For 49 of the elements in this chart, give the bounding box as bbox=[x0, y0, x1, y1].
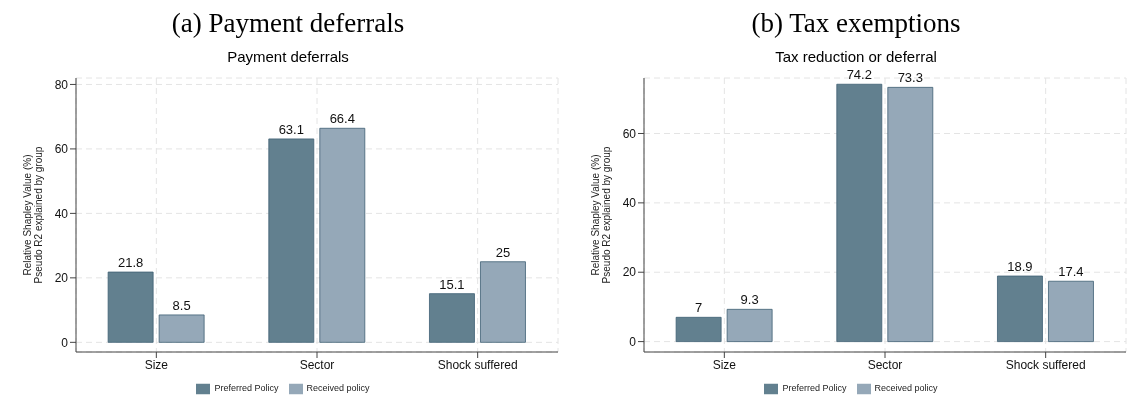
bar bbox=[836, 83, 883, 342]
bar bbox=[429, 293, 475, 343]
data-label: 21.8 bbox=[117, 255, 144, 271]
y-tick-label: 0 bbox=[61, 335, 69, 350]
y-tick-label: 60 bbox=[622, 126, 637, 141]
bar bbox=[887, 86, 934, 342]
bar bbox=[675, 316, 722, 342]
y-tick-label: 20 bbox=[54, 271, 69, 286]
y-tick-label: 40 bbox=[54, 206, 69, 221]
data-label: 25 bbox=[495, 244, 511, 260]
legend-label: Received policy bbox=[306, 383, 370, 394]
bar bbox=[158, 314, 205, 343]
data-label: 73.3 bbox=[897, 70, 923, 86]
y-axis-title: Relative Shapley Value (%) Pseudo R2 explained by group bbox=[589, 146, 612, 284]
y-tick-label: 0 bbox=[629, 334, 637, 349]
x-tick-label: Size bbox=[712, 357, 737, 372]
data-label: 66.4 bbox=[329, 111, 355, 127]
x-tick-label: Shock suffered bbox=[437, 357, 518, 372]
chart-title: (a) Payment deferrals bbox=[170, 8, 406, 40]
bar bbox=[268, 138, 315, 343]
y-tick-label: 40 bbox=[622, 196, 637, 211]
data-label: 63.1 bbox=[278, 121, 304, 137]
x-tick-label: Shock suffered bbox=[1005, 357, 1086, 372]
x-tick-label: Sector bbox=[299, 357, 335, 372]
bar bbox=[107, 271, 154, 343]
y-tick-label: 60 bbox=[54, 142, 69, 157]
y-tick-label: 80 bbox=[54, 77, 69, 92]
chart-title: (b) Tax exemptions bbox=[750, 8, 962, 40]
bar bbox=[726, 308, 773, 342]
data-label: 8.5 bbox=[172, 297, 191, 313]
data-label: 18.9 bbox=[1007, 259, 1033, 275]
data-label: 9.3 bbox=[740, 292, 759, 308]
data-label: 7 bbox=[695, 300, 703, 316]
chart-subtitle: Tax reduction or deferral bbox=[774, 48, 938, 66]
x-tick-label: Sector bbox=[867, 357, 903, 372]
y-axis-title: Relative Shapley Value (%) Pseudo R2 explained by group bbox=[21, 146, 44, 284]
data-label: 15.1 bbox=[439, 276, 465, 292]
legend-label: Preferred Policy bbox=[214, 383, 279, 394]
y-tick-label: 20 bbox=[622, 265, 637, 280]
data-label: 17.4 bbox=[1058, 264, 1084, 280]
x-tick-label: Size bbox=[144, 357, 169, 372]
chart-subtitle: Payment deferrals bbox=[226, 48, 350, 66]
legend-label: Received policy bbox=[874, 383, 938, 394]
bar bbox=[319, 127, 366, 343]
bar bbox=[480, 261, 526, 343]
bar bbox=[997, 275, 1043, 342]
data-label: 74.2 bbox=[846, 67, 872, 83]
legend-label: Preferred Policy bbox=[782, 383, 847, 394]
bar bbox=[1048, 280, 1094, 342]
